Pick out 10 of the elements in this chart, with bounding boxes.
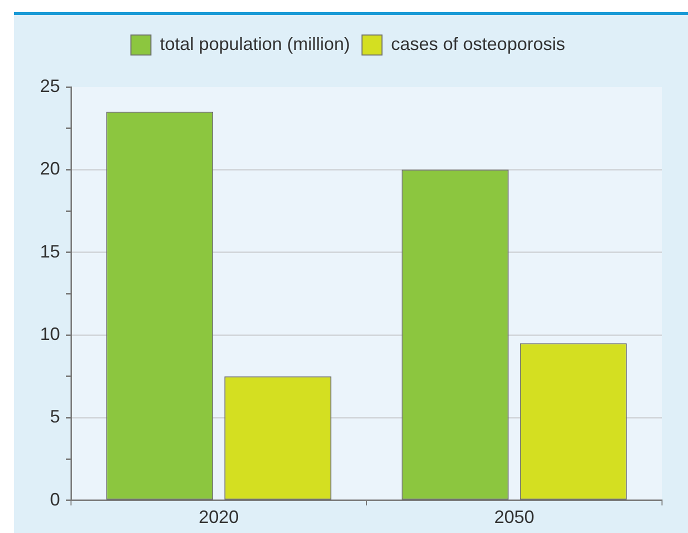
x-tick-label: 2050	[494, 507, 534, 528]
legend-label: cases of osteoporosis	[391, 34, 566, 54]
y-tick-label: 0	[50, 489, 60, 510]
y-tick-label: 20	[40, 158, 60, 179]
y-tick-label: 5	[50, 406, 60, 427]
y-tick-label: 25	[40, 76, 60, 96]
legend-label: total population (million)	[160, 34, 350, 54]
y-tick-label: 10	[40, 324, 60, 344]
x-tick-label: 2020	[198, 507, 239, 528]
y-tick-label: 15	[40, 241, 60, 262]
